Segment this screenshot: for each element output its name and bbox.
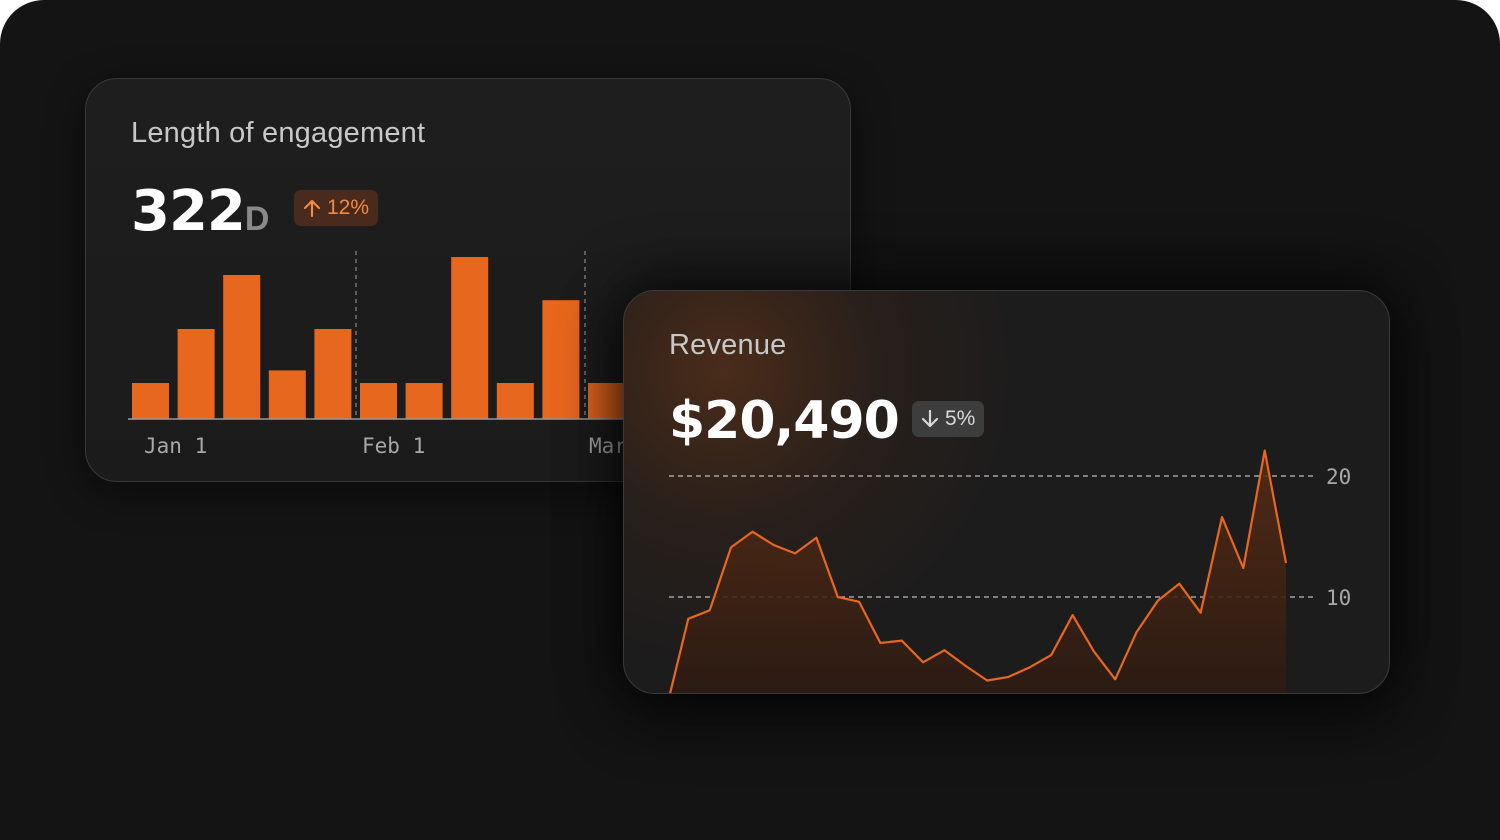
engagement-change-badge: 12% — [294, 190, 379, 226]
x-tick-label: Feb 1 — [362, 434, 425, 458]
bar — [177, 329, 215, 419]
revenue-area-fill — [670, 450, 1286, 693]
engagement-value-number: 322 — [131, 179, 246, 244]
engagement-value: 322D — [131, 179, 269, 244]
y-tick-label: 20 — [1326, 465, 1351, 489]
arrow-down-icon — [921, 409, 939, 428]
revenue-line — [669, 449, 1288, 693]
revenue-change-value: 5% — [945, 407, 976, 430]
revenue-card: Revenue $20,490 5% 10 20 — [623, 290, 1390, 694]
bar — [223, 275, 261, 419]
bar — [542, 300, 580, 419]
bar — [588, 383, 625, 419]
bar — [132, 383, 169, 419]
bar — [405, 383, 443, 419]
revenue-area-chart: 10 20 — [669, 449, 1351, 693]
engagement-title: Length of engagement — [131, 117, 426, 149]
engagement-change-value: 12% — [327, 196, 370, 219]
engagement-bar-chart: Jan 1 Feb 1 Mar 1 — [128, 251, 850, 458]
x-tick-label: Jan 1 — [144, 434, 207, 458]
y-tick-label: 10 — [1326, 586, 1351, 610]
bar — [360, 383, 397, 419]
bar — [314, 329, 352, 419]
bar — [451, 257, 489, 419]
engagement-card: Length of engagement 322D 12% Jan 1 Feb 1… — [85, 78, 851, 482]
bar — [268, 370, 306, 419]
arrow-up-icon — [303, 199, 321, 218]
bar — [496, 383, 534, 419]
engagement-unit: D — [244, 200, 270, 238]
revenue-title: Revenue — [669, 329, 787, 361]
revenue-value: $20,490 — [669, 391, 900, 451]
revenue-change-badge: 5% — [912, 401, 985, 437]
